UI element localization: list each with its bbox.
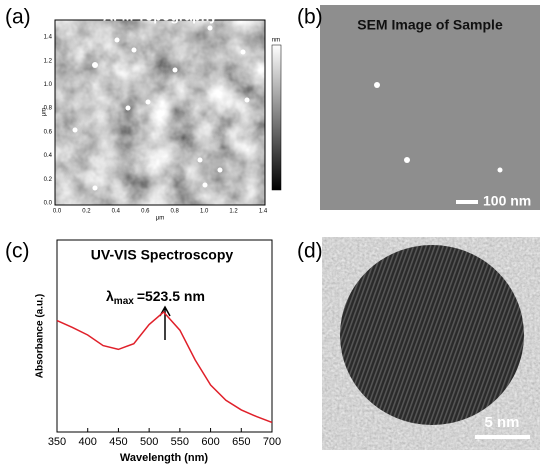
annotation-symbol: λ — [106, 288, 114, 304]
sem-particles — [374, 82, 503, 173]
panel-label: (c) — [5, 240, 30, 263]
x-tick-label: 550 — [171, 436, 189, 448]
x-tick-label: 1.0 — [200, 209, 209, 215]
chart-title: UV-VIS Spectroscopy — [91, 247, 234, 263]
x-tick-label: 0.6 — [141, 209, 150, 215]
spectrum-line — [56, 310, 273, 424]
panel-label: (d) — [297, 240, 323, 263]
x-tick-label: 450 — [109, 436, 127, 448]
x-tick-label: 350 — [48, 436, 66, 448]
scale-bar — [475, 435, 530, 439]
x-tick-label: 600 — [201, 436, 219, 448]
annotation-text: =523.5 nm — [137, 288, 205, 304]
y-tick-label: 1.4 — [44, 35, 53, 41]
scale-label: 100 nm — [483, 193, 531, 209]
annotation-subscript: max — [114, 296, 134, 307]
x-tick-label: 700 — [263, 436, 281, 448]
colorbar — [271, 44, 282, 191]
axis-unit: μm — [156, 216, 164, 222]
plot-frame — [56, 239, 273, 433]
y-tick-label: 0.6 — [44, 129, 53, 135]
afm-image — [55, 20, 265, 205]
axis-unit: μm — [42, 108, 48, 116]
arrow — [159, 305, 171, 340]
afm-particles — [72, 25, 250, 191]
x-tick-label: 1.2 — [229, 209, 238, 215]
x-axis-label: Wavelength (nm) — [120, 452, 209, 464]
colorbar-unit: nm — [272, 38, 280, 44]
y-tick-label: 0.0 — [44, 201, 53, 207]
panel-label: (a) — [5, 6, 31, 29]
y-tick-label: 0.2 — [44, 177, 53, 183]
y-tick-label: 0.4 — [44, 153, 53, 159]
scale-bar — [456, 200, 478, 204]
y-tick-label: 1.0 — [44, 82, 53, 88]
nanoparticle — [340, 245, 524, 425]
x-tick-label: 0.4 — [112, 209, 121, 215]
x-tick-label: 500 — [140, 436, 158, 448]
scale-label: 5 nm — [484, 414, 519, 431]
y-tick-label: 1.2 — [44, 58, 53, 64]
panel-title: SEM Image of Sample — [357, 17, 503, 33]
x-tick-label: 0.2 — [82, 209, 91, 215]
y-axis-label: Absorbance (a.u.) — [35, 294, 46, 378]
annotation: λmax =523.5 nm — [106, 288, 205, 307]
x-tick-label: 0.8 — [171, 209, 180, 215]
x-tick-label: 400 — [79, 436, 97, 448]
afm-frame — [54, 19, 266, 206]
panel-label: (b) — [297, 6, 323, 29]
x-tick-label: 650 — [232, 436, 250, 448]
sem-image — [320, 5, 540, 210]
x-tick-label: 0.0 — [53, 209, 62, 215]
y-tick-label: 0.8 — [44, 106, 53, 112]
x-tick-label: 1.4 — [259, 209, 268, 215]
panel-title: AFM Topography — [103, 8, 217, 24]
